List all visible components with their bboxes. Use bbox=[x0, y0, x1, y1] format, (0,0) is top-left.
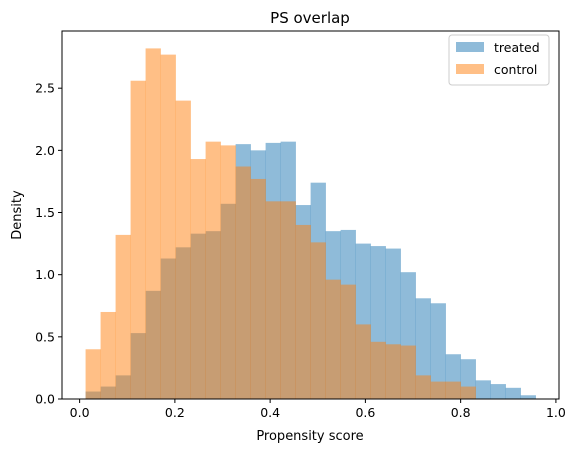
control-bar bbox=[400, 345, 416, 399]
x-tick-label: 0.6 bbox=[355, 405, 375, 420]
x-axis-label: Propensity score bbox=[256, 429, 363, 444]
y-tick-label: 0.0 bbox=[35, 392, 55, 407]
control-bar bbox=[445, 381, 461, 399]
control-bar bbox=[340, 284, 356, 399]
legend-label-control: control bbox=[494, 62, 537, 77]
control-bar bbox=[130, 80, 146, 399]
control-bar bbox=[310, 242, 326, 399]
y-tick-label: 2.0 bbox=[35, 143, 55, 158]
treated-bar bbox=[430, 303, 446, 399]
control-bar bbox=[85, 349, 101, 399]
control-bar bbox=[220, 145, 236, 399]
treated-bar bbox=[520, 395, 536, 399]
plot-area bbox=[85, 48, 536, 400]
y-tick-label: 1.0 bbox=[35, 267, 55, 282]
treated-bar bbox=[490, 384, 506, 399]
treated-bar bbox=[475, 380, 491, 399]
control-bar bbox=[295, 224, 311, 399]
control-bar bbox=[265, 201, 281, 399]
legend-swatch-treated bbox=[456, 42, 484, 52]
x-tick-label: 1.0 bbox=[546, 405, 566, 420]
legend-swatch-control bbox=[456, 64, 484, 74]
control-bar bbox=[460, 386, 476, 399]
control-bar bbox=[385, 344, 401, 399]
control-bar bbox=[160, 54, 176, 400]
control-bars bbox=[85, 48, 476, 400]
treated-bar bbox=[415, 298, 431, 399]
control-bar bbox=[205, 141, 221, 399]
x-axis-ticks: 0.0 0.2 0.4 0.6 0.8 1.0 bbox=[70, 399, 566, 420]
treated-bar bbox=[505, 387, 521, 399]
y-axis-ticks: 0.0 0.5 1.0 1.5 2.0 2.5 bbox=[35, 81, 62, 407]
control-bar bbox=[415, 375, 431, 399]
control-bar bbox=[100, 311, 116, 399]
control-bar bbox=[115, 234, 131, 399]
plot-frame bbox=[61, 30, 560, 400]
y-tick-label: 1.5 bbox=[35, 205, 55, 220]
control-bar bbox=[190, 159, 206, 399]
control-bar bbox=[175, 100, 191, 400]
legend: treated control bbox=[448, 34, 550, 86]
control-bar bbox=[355, 324, 371, 399]
y-tick-label: 2.5 bbox=[35, 81, 55, 96]
control-bar bbox=[280, 201, 296, 399]
y-tick-label: 0.5 bbox=[35, 329, 55, 344]
legend-label-treated: treated bbox=[494, 40, 540, 55]
chart-title: PS overlap bbox=[270, 9, 350, 27]
x-tick-label: 0.8 bbox=[451, 405, 471, 420]
control-bar bbox=[145, 48, 161, 400]
control-bar bbox=[325, 279, 341, 399]
y-axis-label: Density bbox=[10, 190, 25, 240]
x-tick-label: 0.0 bbox=[70, 405, 90, 420]
control-bar bbox=[430, 381, 446, 399]
control-bar bbox=[250, 178, 266, 399]
control-bar bbox=[370, 341, 386, 399]
control-bar bbox=[235, 166, 251, 399]
x-tick-label: 0.4 bbox=[260, 405, 280, 420]
x-tick-label: 0.2 bbox=[165, 405, 185, 420]
